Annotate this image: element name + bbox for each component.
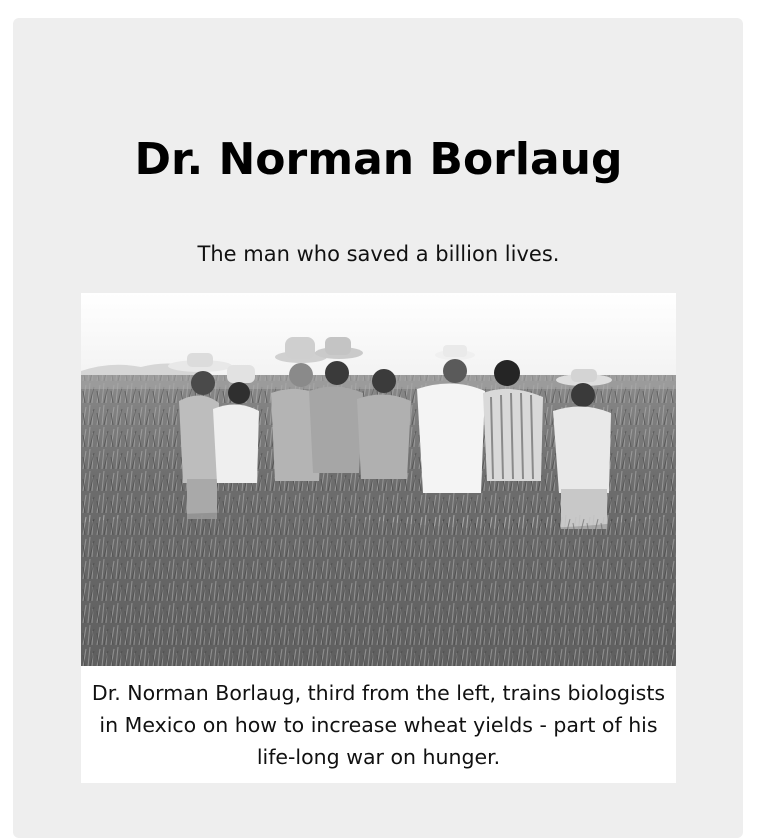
photo-caption: Dr. Norman Borlaug, third from the left,… [91,681,666,769]
person-8 [553,369,612,529]
person-5 [357,369,411,479]
person-1 [168,353,232,519]
photo-figure: Dr. Norman Borlaug, third from the left,… [81,293,676,783]
person-7 [483,360,543,481]
tagline: The man who saved a billion lives. [197,242,560,266]
person-3-borlaug [271,337,365,481]
page-title: Dr. Norman Borlaug [134,134,623,185]
borlaug-wheat-field-photo [81,293,676,666]
person-4 [309,337,363,473]
person-2 [213,365,259,483]
person-6 [417,345,485,493]
